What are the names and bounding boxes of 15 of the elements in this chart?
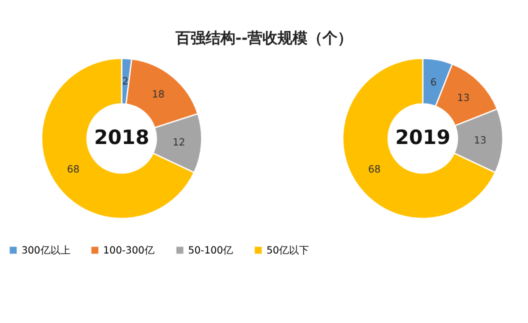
data-label: 13 [474, 136, 486, 147]
data-label: 12 [172, 137, 186, 148]
legend-label: 50亿以下 [266, 244, 310, 257]
chart-title: 百强结构--营收规模（个） [174, 29, 353, 48]
text: 2019 [395, 126, 450, 150]
text: 2018 [94, 126, 150, 150]
data-label: 68 [368, 164, 381, 176]
legend-label: 50-100亿 [188, 246, 234, 257]
legend-label: 300亿以上 [21, 244, 70, 257]
legend-label: 100-300亿 [103, 246, 154, 257]
data-label: 68 [66, 164, 80, 176]
data-label: 13 [457, 93, 470, 104]
data-label: 6 [430, 77, 437, 88]
data-label: 18 [152, 90, 165, 101]
data-label: 2 [122, 76, 128, 88]
